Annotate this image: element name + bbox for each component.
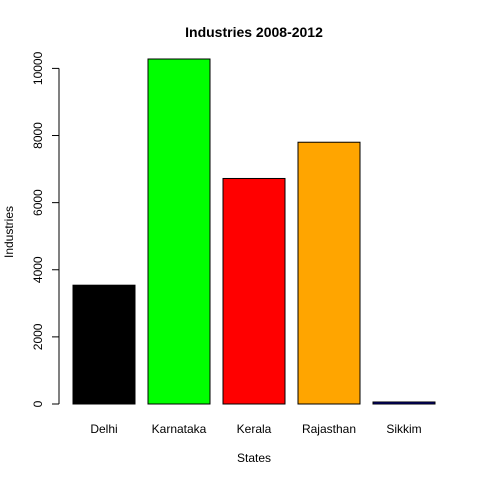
bar-karnataka (147, 58, 211, 405)
bar-sikkim (372, 401, 436, 405)
y-tick-label: 10000 (31, 51, 45, 85)
x-axis-label: States (237, 451, 271, 465)
x-tick-label: Delhi (90, 422, 117, 436)
bar-rajasthan (297, 141, 361, 405)
chart-title: Industries 2008-2012 (185, 24, 323, 40)
y-axis: 0 2000 4000 6000 8000 10000 (31, 51, 60, 407)
x-tick-label: Sikkim (386, 422, 421, 436)
x-tick-label: Karnataka (152, 422, 207, 436)
y-tick-label: 4000 (31, 256, 45, 283)
y-tick-label: 6000 (31, 189, 45, 216)
y-tick-label: 8000 (31, 122, 45, 149)
y-tick-label: 2000 (31, 323, 45, 350)
bars (72, 58, 436, 405)
x-tick-label: Rajasthan (302, 422, 356, 436)
y-tick-label: 0 (31, 400, 45, 407)
y-axis-label: Industries (2, 206, 16, 258)
bar-kerala (222, 177, 286, 405)
x-tick-label: Kerala (237, 422, 272, 436)
bar-delhi (72, 284, 136, 405)
x-tick-labels: Delhi Karnataka Kerala Rajasthan Sikkim (90, 422, 421, 436)
